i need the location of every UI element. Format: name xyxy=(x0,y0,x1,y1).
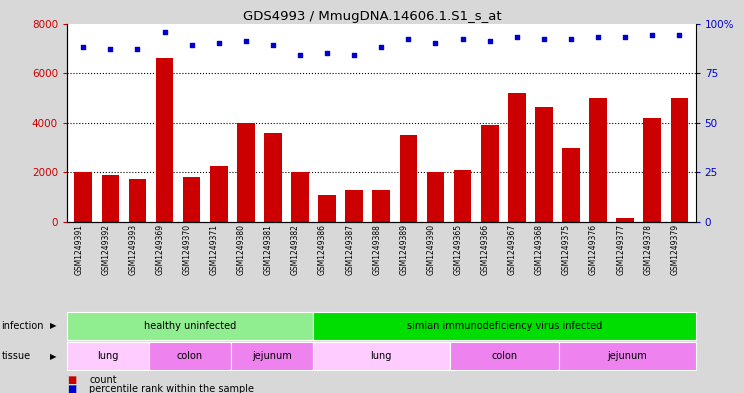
Text: GSM1249390: GSM1249390 xyxy=(426,224,435,275)
Bar xyxy=(670,98,688,222)
Bar xyxy=(400,135,417,222)
Bar xyxy=(449,342,559,370)
Text: GSM1249381: GSM1249381 xyxy=(264,224,273,275)
Bar xyxy=(149,342,231,370)
Text: GSM1249377: GSM1249377 xyxy=(616,224,625,275)
Text: lung: lung xyxy=(371,351,392,361)
Point xyxy=(592,34,604,40)
Point xyxy=(619,34,631,40)
Text: GSM1249392: GSM1249392 xyxy=(101,224,110,275)
Bar xyxy=(535,107,553,222)
Point xyxy=(267,42,279,49)
Text: GDS4993 / MmugDNA.14606.1.S1_s_at: GDS4993 / MmugDNA.14606.1.S1_s_at xyxy=(243,10,501,23)
Text: GSM1249391: GSM1249391 xyxy=(74,224,83,275)
Text: GSM1249365: GSM1249365 xyxy=(454,224,463,275)
Text: percentile rank within the sample: percentile rank within the sample xyxy=(89,384,254,393)
Text: GSM1249386: GSM1249386 xyxy=(318,224,327,275)
Bar xyxy=(129,179,147,222)
Bar xyxy=(616,219,634,222)
Bar xyxy=(313,342,449,370)
Bar xyxy=(237,123,254,222)
Bar xyxy=(183,177,200,222)
Bar xyxy=(589,98,607,222)
Text: healthy uninfected: healthy uninfected xyxy=(144,321,236,331)
Bar xyxy=(345,190,363,222)
Text: GSM1249378: GSM1249378 xyxy=(644,224,652,275)
Text: GSM1249393: GSM1249393 xyxy=(129,224,138,275)
Text: GSM1249380: GSM1249380 xyxy=(237,224,246,275)
Bar xyxy=(427,173,444,222)
Point xyxy=(186,42,198,49)
Point xyxy=(375,44,387,51)
Point xyxy=(538,36,550,42)
Bar xyxy=(210,166,228,222)
Text: GSM1249366: GSM1249366 xyxy=(481,224,490,275)
Point xyxy=(213,40,225,47)
Text: GSM1249388: GSM1249388 xyxy=(372,224,381,275)
Point xyxy=(457,36,469,42)
Bar xyxy=(481,125,498,222)
Point xyxy=(511,34,523,40)
Bar xyxy=(67,342,149,370)
Text: jejunum: jejunum xyxy=(252,351,292,361)
Point xyxy=(77,44,89,51)
Point xyxy=(104,46,116,53)
Bar xyxy=(264,133,282,222)
Text: tissue: tissue xyxy=(1,351,31,361)
Text: GSM1249368: GSM1249368 xyxy=(535,224,544,275)
Point xyxy=(132,46,144,53)
Text: GSM1249379: GSM1249379 xyxy=(670,224,679,275)
Text: ▶: ▶ xyxy=(51,321,57,330)
Text: count: count xyxy=(89,375,117,386)
Text: GSM1249369: GSM1249369 xyxy=(155,224,164,275)
Bar xyxy=(562,148,580,222)
Bar xyxy=(454,170,472,222)
Point xyxy=(429,40,441,47)
Bar xyxy=(559,342,696,370)
Bar xyxy=(644,118,661,222)
Point xyxy=(565,36,577,42)
Point xyxy=(158,28,170,35)
Point xyxy=(240,38,251,44)
Text: GSM1249367: GSM1249367 xyxy=(508,224,517,275)
Point xyxy=(294,52,306,59)
Text: GSM1249382: GSM1249382 xyxy=(291,224,300,275)
Text: GSM1249375: GSM1249375 xyxy=(562,224,571,275)
Bar xyxy=(101,175,119,222)
Text: infection: infection xyxy=(1,321,44,331)
Bar xyxy=(291,173,309,222)
Bar xyxy=(373,190,390,222)
Point xyxy=(484,38,496,44)
Bar xyxy=(231,342,313,370)
Bar xyxy=(67,312,313,340)
Text: colon: colon xyxy=(491,351,517,361)
Bar xyxy=(155,58,173,222)
Text: jejunum: jejunum xyxy=(607,351,647,361)
Text: ▶: ▶ xyxy=(51,352,57,360)
Text: GSM1249387: GSM1249387 xyxy=(345,224,354,275)
Text: ■: ■ xyxy=(67,384,76,393)
Point xyxy=(348,52,360,59)
Bar xyxy=(74,173,92,222)
Text: ■: ■ xyxy=(67,375,76,386)
Text: colon: colon xyxy=(177,351,203,361)
Point xyxy=(673,32,685,39)
Bar xyxy=(508,93,525,222)
Text: GSM1249389: GSM1249389 xyxy=(400,224,408,275)
Text: GSM1249376: GSM1249376 xyxy=(589,224,598,275)
Point xyxy=(321,50,333,57)
Point xyxy=(403,36,414,42)
Point xyxy=(647,32,658,39)
Text: simian immunodeficiency virus infected: simian immunodeficiency virus infected xyxy=(407,321,602,331)
Text: GSM1249371: GSM1249371 xyxy=(210,224,219,275)
Bar xyxy=(313,312,696,340)
Text: lung: lung xyxy=(97,351,118,361)
Bar xyxy=(318,195,336,222)
Text: GSM1249370: GSM1249370 xyxy=(182,224,192,275)
